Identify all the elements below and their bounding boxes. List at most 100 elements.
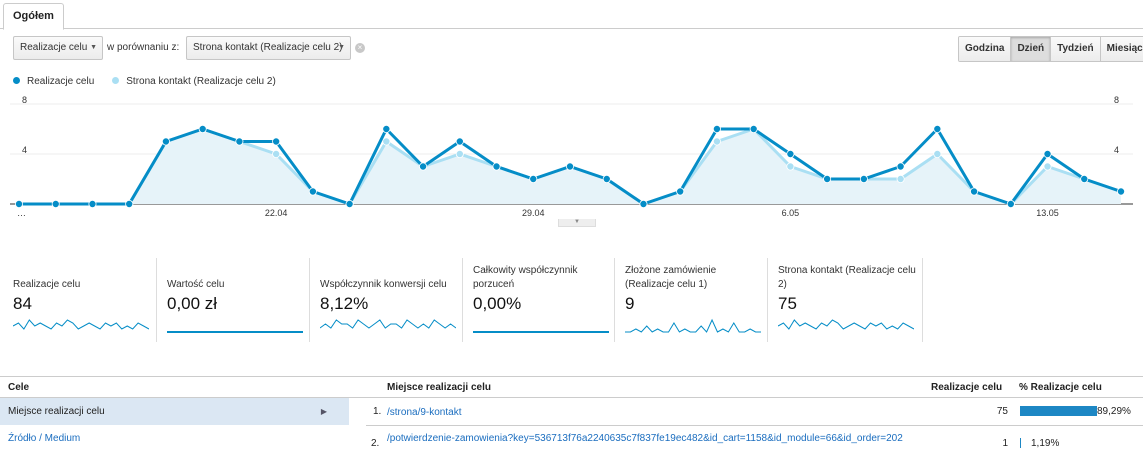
left-header: Cele (8, 382, 30, 393)
metric-card[interactable]: Współczynnik konwersji celu 8,12% (320, 258, 463, 342)
metric-title: Współczynnik konwersji celu (320, 279, 447, 290)
data-point (1043, 162, 1052, 171)
metric-value: 9 (625, 294, 635, 313)
column-header-pct[interactable]: % Realizacje celu (1019, 382, 1102, 393)
metric-card[interactable]: Strona kontakt (Realizacje celu 2) 75 (778, 258, 923, 342)
legend-dot-icon (13, 77, 20, 84)
tab-overview[interactable]: Ogółem (3, 3, 64, 30)
metric-card[interactable]: Całkowity współczynnik porzuceń 0,00% (473, 258, 615, 342)
granularity-month[interactable]: Miesiąc (1099, 37, 1143, 61)
sparkline (167, 331, 303, 333)
granularity-day[interactable]: Dzień (1010, 37, 1051, 61)
data-point (933, 150, 942, 159)
data-point (602, 175, 611, 184)
granularity-selector: Godzina Dzień Tydzień Miesiąc (958, 36, 1143, 62)
row-number: 1. (373, 406, 382, 417)
data-point (14, 200, 23, 209)
metric-card[interactable]: Realizacje celu 84 (13, 258, 157, 342)
data-point (88, 200, 97, 209)
y-tick-label: 8 (1114, 95, 1119, 105)
legend-label: Strona kontakt (Realizacje celu 2) (126, 76, 276, 87)
y-tick-label: 4 (22, 145, 27, 155)
sparkline (473, 331, 609, 333)
tab-bar: Ogółem (0, 0, 1143, 30)
sparkline (778, 319, 914, 330)
percent-bar (1020, 406, 1097, 416)
data-point (970, 187, 979, 196)
metric-value: 75 (778, 294, 797, 313)
compare-label: w porównaniu z: (107, 42, 180, 53)
metric-card[interactable]: Wartość celu 0,00 zł (167, 258, 310, 342)
granularity-hour[interactable]: Godzina (959, 37, 1011, 61)
data-point (235, 137, 244, 146)
row-percent: 1,19% (1031, 438, 1060, 449)
sparkline-line (13, 319, 149, 330)
metric-title: Strona kontakt (Realizacje celu 2) (778, 265, 916, 290)
chart-legend: Realizacje celu Strona kontakt (Realizac… (13, 76, 276, 87)
data-point (272, 137, 281, 146)
data-point (639, 200, 648, 209)
data-point (455, 137, 464, 146)
metric-title: Wartość celu (167, 279, 225, 290)
data-point (492, 162, 501, 171)
data-point (382, 125, 391, 134)
data-point (1080, 175, 1089, 184)
column-header-place[interactable]: Miejsce realizacji celu (387, 382, 491, 393)
data-point (676, 187, 685, 196)
left-item-place[interactable]: Miejsce realizacji celu ▶ (0, 398, 349, 425)
data-point (272, 150, 281, 159)
row-count: 1 (1002, 438, 1008, 449)
data-point (419, 162, 428, 171)
left-item-label: Miejsce realizacji celu (8, 406, 105, 417)
metric-value: 0,00 zł (167, 294, 218, 313)
metric-card[interactable]: Złożone zamówienie (Realizacje celu 1) 9 (625, 258, 768, 342)
left-item-source-medium[interactable]: Źródło / Medium (8, 433, 81, 444)
chevron-down-icon: ▼ (338, 44, 345, 51)
row-link[interactable]: /potwierdzenie-zamowienia?key=536713f76a… (387, 433, 903, 444)
data-point (161, 137, 170, 146)
row-link[interactable]: /strona/9-kontakt (387, 407, 462, 418)
x-tick-label: 6.05 (782, 208, 800, 218)
data-point (749, 125, 758, 134)
x-tick-label: 29.04 (522, 208, 545, 218)
x-tick-label: … (17, 208, 26, 218)
sparkline-line (625, 318, 761, 333)
data-point (823, 175, 832, 184)
data-point (896, 175, 905, 184)
data-point (51, 200, 60, 209)
metric-title: Realizacje celu (13, 279, 81, 290)
data-point (786, 150, 795, 159)
row-count: 75 (996, 406, 1008, 417)
compare-select-value: Strona kontakt (Realizacje celu 2) (193, 42, 343, 53)
sparkline-line (320, 319, 456, 329)
legend-item-series2[interactable]: Strona kontakt (Realizacje celu 2) (112, 76, 276, 87)
sparkline-line (778, 319, 914, 330)
metric-select[interactable]: Realizacje celu ▼ (13, 36, 103, 60)
sparkline (625, 318, 761, 333)
sparkline (13, 319, 149, 330)
chart-resize-handle[interactable]: ▼ (558, 219, 596, 227)
data-point (198, 125, 207, 134)
granularity-week[interactable]: Tydzień (1050, 37, 1100, 61)
chevron-right-icon: ▶ (320, 407, 327, 416)
data-point (566, 162, 575, 171)
data-point (712, 125, 721, 134)
data-point (712, 137, 721, 146)
metric-title: Całkowity współczynnik porzuceń (473, 265, 578, 290)
data-point (896, 162, 905, 171)
sparkline (320, 319, 456, 329)
legend-item-series1[interactable]: Realizacje celu (13, 76, 94, 87)
data-point (1006, 200, 1015, 209)
metric-value: 0,00% (473, 294, 522, 313)
y-tick-label: 8 (22, 95, 27, 105)
data-point (786, 162, 795, 171)
x-tick-label: 22.04 (265, 208, 288, 218)
x-tick-label: 13.05 (1036, 208, 1059, 218)
legend-label: Realizacje celu (27, 76, 95, 87)
clear-compare-icon[interactable]: × (355, 43, 365, 53)
column-header-count[interactable]: Realizacje celu (931, 382, 1003, 393)
chevron-down-icon: ▼ (90, 44, 97, 51)
compare-select[interactable]: Strona kontakt (Realizacje celu 2) ▼ (186, 36, 351, 60)
data-point (308, 187, 317, 196)
metric-value: 8,12% (320, 294, 369, 313)
